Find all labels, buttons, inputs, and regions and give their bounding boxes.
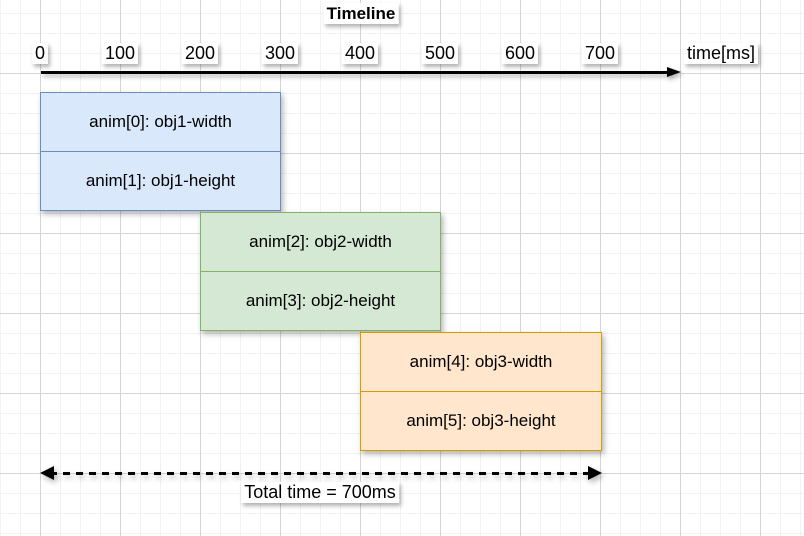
anim-4-bar[interactable]: anim[4]: obj3-width — [360, 332, 602, 392]
axis-tick-200: 200 — [181, 43, 219, 64]
axis-tick-0: 0 — [31, 43, 49, 64]
axis-tick-300: 300 — [261, 43, 299, 64]
obj3-anim-group: anim[4]: obj3-width anim[5]: obj3-height — [360, 332, 602, 451]
arrow-left-icon — [40, 466, 54, 480]
anim-3-bar[interactable]: anim[3]: obj2-height — [200, 271, 441, 331]
axis-tick-100: 100 — [101, 43, 139, 64]
total-time-label: Total time = 700ms — [241, 482, 399, 503]
anim-1-bar[interactable]: anim[1]: obj1-height — [40, 151, 281, 211]
axis-tick-700: 700 — [581, 43, 619, 64]
axis-tick-400: 400 — [341, 43, 379, 64]
total-time-arrow — [40, 466, 602, 480]
arrow-right-icon — [588, 466, 602, 480]
obj2-anim-group: anim[2]: obj2-width anim[3]: obj2-height — [200, 212, 441, 331]
axis-unit-label: time[ms] — [683, 43, 759, 64]
diagram-title: Timeline — [323, 3, 399, 24]
anim-0-bar[interactable]: anim[0]: obj1-width — [40, 92, 281, 152]
obj1-anim-group: anim[0]: obj1-width anim[1]: obj1-height — [40, 92, 281, 211]
axis-tick-600: 600 — [501, 43, 539, 64]
time-axis-line — [41, 71, 669, 74]
anim-5-bar[interactable]: anim[5]: obj3-height — [360, 391, 602, 451]
axis-arrowhead-icon — [667, 67, 681, 77]
axis-tick-500: 500 — [421, 43, 459, 64]
dashed-line — [50, 471, 592, 475]
anim-2-bar[interactable]: anim[2]: obj2-width — [200, 212, 441, 272]
